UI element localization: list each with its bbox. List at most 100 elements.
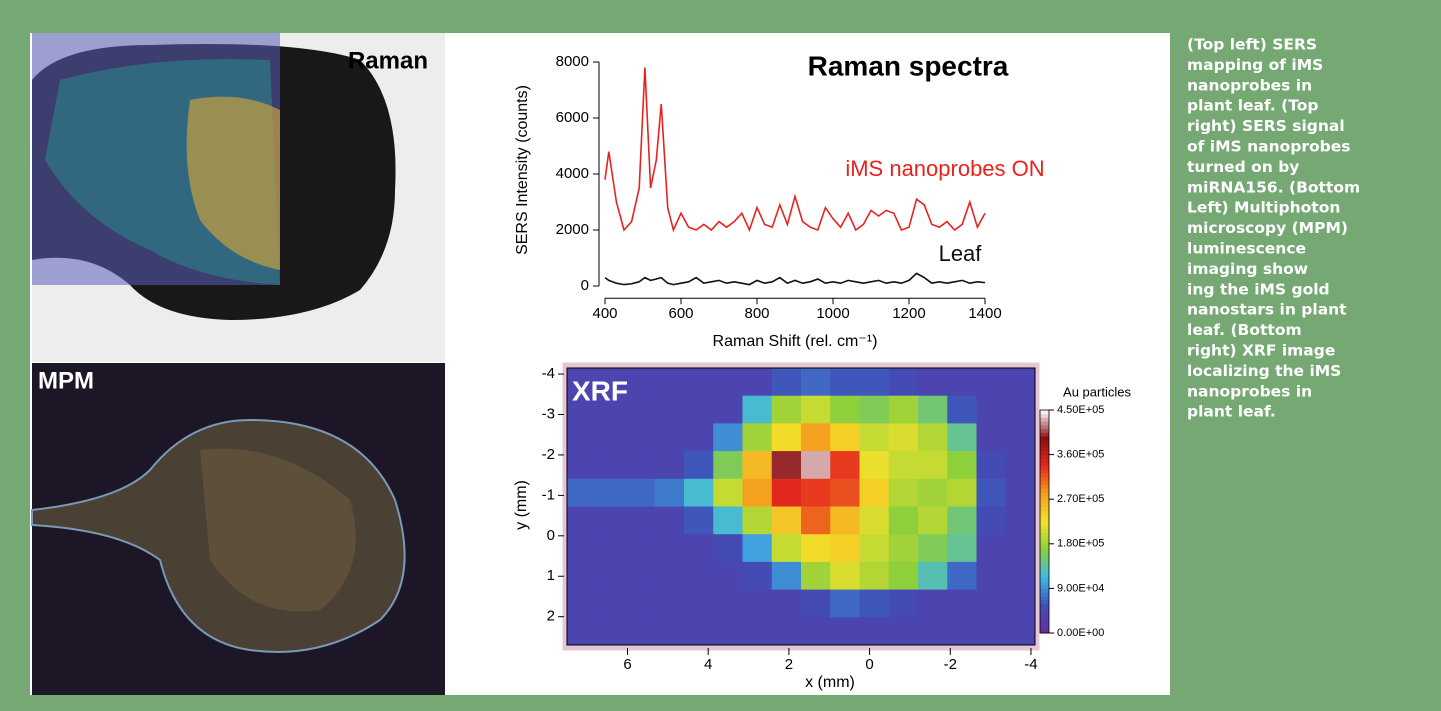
x-tick-label: 1000 bbox=[816, 305, 849, 322]
colorbar-step bbox=[1040, 502, 1049, 508]
colorbar-step bbox=[1040, 525, 1049, 530]
heat-cell bbox=[742, 589, 773, 618]
heat-cell bbox=[918, 534, 948, 563]
heat-cell bbox=[918, 395, 948, 424]
colorbar-step bbox=[1040, 413, 1049, 418]
x-tick-label: -4 bbox=[1024, 656, 1037, 673]
heat-cell bbox=[625, 617, 656, 646]
heat-cell bbox=[625, 395, 656, 424]
heat-cell bbox=[713, 589, 743, 618]
colorbar-step bbox=[1040, 562, 1049, 567]
colorbar-tick-label: 4.50E+05 bbox=[1057, 404, 1104, 416]
heat-cell bbox=[801, 534, 831, 563]
heat-cell bbox=[771, 368, 802, 397]
caption-line: of iMS nanoprobes bbox=[1187, 138, 1350, 156]
heat-cell bbox=[742, 451, 773, 480]
caption-line: localizing the iMS bbox=[1187, 362, 1341, 380]
y-tick-label: 0 bbox=[547, 527, 555, 544]
heat-cell bbox=[830, 506, 860, 535]
heat-cell bbox=[888, 561, 919, 591]
heat-cell bbox=[684, 617, 714, 646]
leaf-glow bbox=[200, 448, 356, 612]
heat-cell bbox=[654, 617, 685, 646]
heat-cell bbox=[654, 395, 685, 424]
heat-cell bbox=[742, 534, 773, 563]
heat-cell bbox=[713, 478, 743, 507]
heat-cell bbox=[947, 534, 977, 563]
colorbar-step bbox=[1040, 536, 1049, 541]
heat-cell bbox=[830, 368, 860, 397]
series-label: iMS nanoprobes ON bbox=[845, 156, 1044, 181]
heat-cell bbox=[1005, 506, 1036, 535]
colorbar-step bbox=[1040, 595, 1049, 601]
heat-cell bbox=[713, 506, 743, 535]
heat-cell bbox=[742, 368, 773, 397]
heat-cell bbox=[859, 561, 890, 591]
colorbar-step bbox=[1040, 439, 1049, 444]
heat-cell bbox=[713, 451, 743, 480]
caption-line: miRNA156. (Bottom bbox=[1187, 178, 1360, 196]
colorbar-tick-label: 9.00E+04 bbox=[1057, 582, 1104, 594]
x-tick-label: 400 bbox=[592, 305, 617, 322]
heat-cell bbox=[654, 478, 685, 507]
heat-cell bbox=[567, 589, 597, 618]
x-tick-label: 600 bbox=[668, 305, 693, 322]
y-tick-label: -4 bbox=[542, 365, 555, 382]
colorbar-step bbox=[1040, 603, 1049, 608]
colorbar-tick-label: 3.60E+05 bbox=[1057, 449, 1104, 461]
heat-cell bbox=[742, 395, 773, 424]
heat-cell bbox=[625, 368, 656, 397]
colorbar-step bbox=[1040, 450, 1049, 456]
heat-cell bbox=[684, 561, 714, 591]
heat-cell bbox=[771, 506, 802, 535]
colorbar-step bbox=[1040, 547, 1049, 552]
heat-cell bbox=[771, 478, 802, 507]
heat-cell bbox=[859, 617, 890, 646]
colorbar-step bbox=[1040, 510, 1049, 515]
heat-cell bbox=[976, 423, 1007, 452]
heat-cell bbox=[947, 617, 977, 646]
heat-cell bbox=[947, 395, 977, 424]
heat-cell bbox=[684, 395, 714, 424]
heat-cell bbox=[918, 368, 948, 397]
colorbar-step bbox=[1040, 469, 1049, 474]
heat-cell bbox=[859, 451, 890, 480]
colorbar-step bbox=[1040, 484, 1049, 489]
colorbar-tick-label: 1.80E+05 bbox=[1057, 538, 1104, 550]
caption-line: ing the iMS gold bbox=[1187, 280, 1330, 298]
heat-cell bbox=[654, 423, 685, 452]
y-tick-label: -3 bbox=[542, 405, 555, 422]
colorbar-step bbox=[1040, 428, 1049, 433]
caption-line: right) XRF image bbox=[1187, 342, 1335, 360]
heat-cell bbox=[888, 589, 919, 618]
colorbar-step bbox=[1040, 614, 1049, 619]
colorbar-step bbox=[1040, 410, 1049, 415]
colorbar-tick-label: 0.00E+00 bbox=[1057, 627, 1104, 639]
heat-cell bbox=[625, 561, 656, 591]
spectrum-line bbox=[604, 67, 986, 233]
heat-cell bbox=[596, 423, 626, 452]
colorbar-step bbox=[1040, 480, 1049, 485]
y-tick-label: 1 bbox=[547, 567, 555, 584]
heat-cell bbox=[625, 423, 656, 452]
spectrum-line bbox=[604, 272, 986, 286]
heat-cell bbox=[888, 395, 919, 424]
heat-cell bbox=[888, 368, 919, 397]
heat-cell bbox=[801, 478, 831, 507]
y-tick-label: 6000 bbox=[556, 109, 589, 126]
colorbar-step bbox=[1040, 629, 1049, 634]
colorbar-step bbox=[1040, 592, 1049, 597]
heat-cell bbox=[1005, 368, 1036, 397]
heat-cell bbox=[830, 423, 860, 452]
heat-cell bbox=[1005, 451, 1036, 480]
heat-cell bbox=[859, 423, 890, 452]
chart-title: Raman spectra bbox=[808, 50, 1009, 81]
heat-cell bbox=[654, 589, 685, 618]
heat-cell bbox=[947, 451, 977, 480]
colorbar-step bbox=[1040, 606, 1049, 612]
heat-cell bbox=[596, 368, 626, 397]
heat-cell bbox=[918, 617, 948, 646]
colorbar-step bbox=[1040, 488, 1049, 493]
heat-cell bbox=[567, 451, 597, 480]
